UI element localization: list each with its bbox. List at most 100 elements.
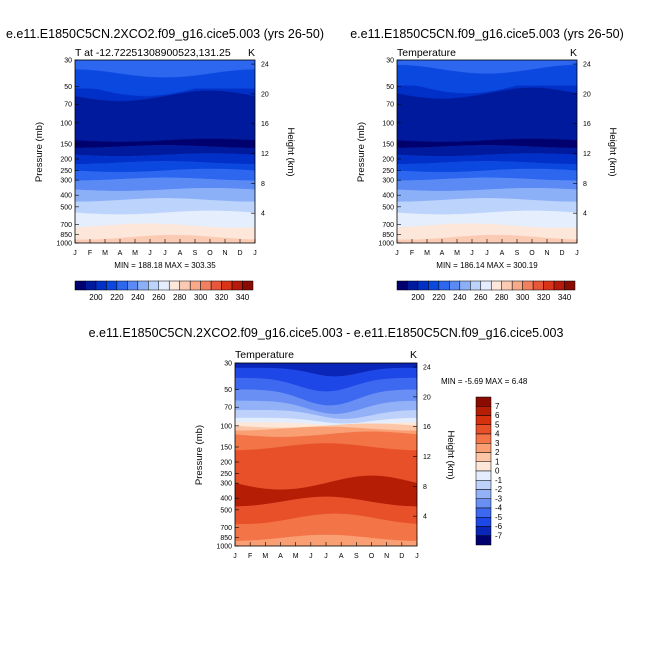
x-tick-label: J: [73, 250, 77, 257]
colorbar-swatch: [407, 280, 419, 291]
y-tick-label: 250: [220, 471, 232, 478]
y-tick-label: 1000: [216, 544, 232, 551]
contour-field: [397, 60, 577, 243]
min-max-stats: MIN = -5.69 MAX = 6.48: [441, 377, 528, 386]
colorbar-label: 300: [516, 293, 530, 302]
y-right-tick-label: 24: [261, 62, 269, 69]
x-tick-label: N: [544, 250, 549, 257]
y-tick-label: 150: [60, 141, 72, 148]
x-tick-label: S: [515, 250, 520, 257]
x-tick-label: N: [222, 250, 227, 257]
colorbar-swatch: [475, 480, 492, 490]
colorbar: 200 220 240 260 280 300 320 340: [396, 280, 576, 302]
y-tick-label: 500: [60, 204, 72, 211]
colorbar-label: 200: [89, 293, 103, 302]
units-label: K: [410, 349, 417, 361]
panel-title: e.e11.E1850C5CN.2XCO2.f09_g16.cice5.003 …: [6, 27, 324, 41]
y-tick-label: 850: [60, 232, 72, 239]
x-tick-label: J: [575, 250, 579, 257]
colorbar-swatch: [242, 280, 254, 291]
x-tick-label: J: [485, 250, 489, 257]
x-tick-label: S: [193, 250, 198, 257]
colorbar-swatch: [158, 280, 170, 291]
y-axis-right-label: Height (km): [445, 430, 456, 479]
x-tick-label: M: [102, 250, 108, 257]
y-tick-label: 200: [382, 157, 394, 164]
y-tick-label: 1000: [56, 241, 72, 248]
colorbar-swatch: [168, 280, 180, 291]
colorbar-swatch: [480, 280, 492, 291]
x-tick-label: D: [237, 250, 242, 257]
y-axis-label: Pressure (mb): [356, 122, 367, 182]
y-tick-label: 70: [64, 102, 72, 109]
y-right-tick-label: 4: [583, 211, 587, 218]
y-tick-label: 500: [220, 507, 232, 514]
colorbar-swatch: [210, 280, 222, 291]
y-tick-label: 30: [386, 58, 394, 65]
x-tick-label: M: [132, 250, 138, 257]
colorbar-swatch: [475, 433, 492, 444]
y-tick-label: 850: [220, 535, 232, 542]
colorbar-swatch: [116, 280, 128, 291]
colorbar-label: 2: [495, 448, 500, 457]
y-right-tick-label: 16: [423, 424, 431, 431]
colorbar-swatch: [543, 280, 555, 291]
x-tick-label: O: [369, 553, 375, 560]
y-right-tick-label: 16: [261, 121, 269, 128]
colorbar-label: 3: [495, 439, 500, 448]
colorbar-swatch: [449, 280, 461, 291]
y-tick-label: 100: [382, 120, 394, 127]
colorbar-label: 280: [495, 293, 509, 302]
colorbar-swatch: [189, 280, 201, 291]
colorbar-label: -4: [495, 504, 503, 513]
y-right-tick-label: 12: [423, 454, 431, 461]
x-tick-label: M: [424, 250, 430, 257]
axes: 30 50 70 100 150 200 250 300 400 500 700 850 1000 24 2…: [56, 58, 268, 258]
y-axis-right-label: Height (km): [607, 127, 618, 176]
y-right-tick-label: 8: [583, 181, 587, 188]
panel-subtitle: Temperature: [397, 47, 456, 59]
colorbar-swatch: [231, 280, 243, 291]
y-tick-label: 400: [382, 193, 394, 200]
y-tick-label: 300: [382, 178, 394, 185]
colorbar-swatch: [475, 396, 492, 407]
colorbar-label: 320: [537, 293, 551, 302]
colorbar-swatch: [221, 280, 233, 291]
y-tick-label: 150: [220, 444, 232, 451]
colorbar-label: 220: [110, 293, 124, 302]
axes: 30 50 70 100 150 200 250 300 400 500 700 850 1000 24 2…: [216, 361, 430, 561]
y-right-tick-label: 24: [583, 62, 591, 69]
colorbar-label: -6: [495, 522, 503, 531]
colorbar-label: 340: [558, 293, 572, 302]
x-tick-label: M: [293, 553, 299, 560]
x-tick-label: J: [470, 250, 474, 257]
colorbar-label: -7: [495, 531, 503, 540]
colorbar-swatch: [396, 280, 408, 291]
x-tick-label: F: [248, 553, 252, 560]
x-tick-label: A: [278, 553, 283, 560]
colorbar-swatch: [475, 415, 492, 425]
colorbar-label: 240: [131, 293, 145, 302]
x-tick-label: A: [178, 250, 183, 257]
x-tick-label: D: [399, 553, 404, 560]
x-tick-label: D: [559, 250, 564, 257]
colorbar-swatch: [475, 406, 492, 416]
colorbar-swatch: [95, 280, 107, 291]
min-max-stats: MIN = 186.14 MAX = 300.19: [436, 261, 538, 270]
y-right-tick-label: 20: [261, 91, 269, 98]
colorbar-swatch: [428, 280, 440, 291]
colorbar-label: -5: [495, 513, 503, 522]
y-tick-label: 300: [220, 481, 232, 488]
colorbar-swatch: [564, 280, 576, 291]
y-tick-label: 500: [382, 204, 394, 211]
colorbar-swatch: [475, 498, 492, 509]
y-tick-label: 250: [382, 168, 394, 175]
colorbar-label: 340: [236, 293, 250, 302]
y-tick-label: 100: [60, 120, 72, 127]
y-tick-label: 850: [382, 232, 394, 239]
y-tick-label: 50: [386, 84, 394, 91]
colorbar-swatch: [475, 489, 492, 499]
colorbar-label: -1: [495, 476, 503, 485]
y-tick-label: 700: [60, 222, 72, 229]
